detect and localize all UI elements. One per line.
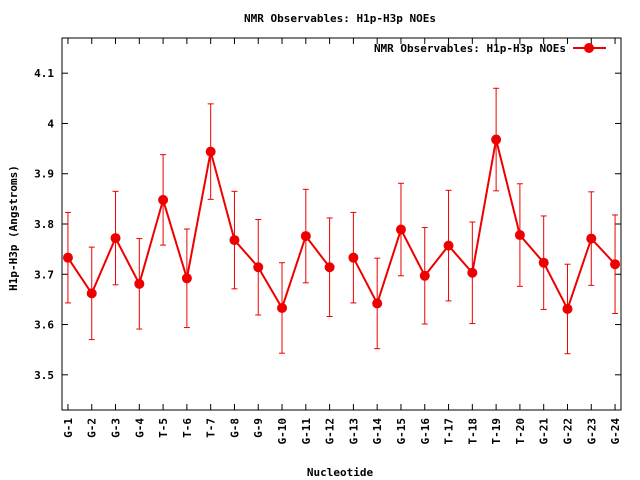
x-axis-label: Nucleotide — [307, 466, 374, 479]
legend-marker — [584, 43, 594, 53]
data-point — [586, 233, 597, 244]
x-tick-label: G-9 — [252, 418, 265, 438]
x-tick-label: G-15 — [395, 418, 408, 445]
x-tick-label: G-10 — [276, 418, 289, 445]
x-tick-label: T-17 — [443, 418, 456, 445]
x-tick-label: G-4 — [133, 418, 146, 438]
y-tick-label: 4.1 — [34, 67, 54, 80]
y-tick-label: 3.6 — [34, 319, 54, 332]
x-tick-label: G-24 — [609, 418, 622, 445]
series-line — [67, 151, 331, 311]
y-tick-label: 3.5 — [34, 369, 54, 382]
x-tick-label: T-5 — [157, 418, 170, 438]
x-tick-label: G-21 — [538, 418, 551, 445]
x-tick-label: G-22 — [561, 418, 574, 445]
x-tick-label: G-23 — [585, 418, 598, 445]
plot-frame — [61, 37, 622, 411]
y-axis-label: H1p-H3p (Angstroms) — [7, 165, 20, 291]
chart-title: NMR Observables: H1p-H3p NOEs — [244, 12, 436, 25]
data-point — [205, 146, 216, 157]
data-point — [538, 257, 549, 268]
data-point — [86, 288, 97, 299]
x-tick-label: G-3 — [110, 418, 123, 438]
y-tick-label: 3.9 — [34, 168, 54, 181]
data-point — [348, 252, 359, 263]
x-tick-label: G-16 — [419, 418, 432, 445]
x-tick-label: T-19 — [490, 418, 503, 445]
x-tick-label: T-20 — [514, 418, 527, 445]
data-point — [62, 252, 73, 263]
data-point — [514, 230, 525, 241]
x-tick-label: G-12 — [324, 418, 337, 445]
data-point — [110, 233, 121, 244]
series-line — [352, 139, 616, 312]
data-point — [395, 224, 406, 235]
data-point — [300, 231, 311, 242]
plot-border — [61, 37, 622, 411]
data-point — [253, 262, 264, 273]
data-point — [467, 267, 478, 278]
legend: NMR Observables: H1p-H3p NOEs — [374, 42, 606, 55]
data-point — [324, 262, 335, 273]
data-point — [229, 235, 240, 246]
x-tick-label: T-18 — [466, 418, 479, 445]
y-axis: 3.5 3.6 3.7 3.8 3.9 4 4.1 — [34, 67, 621, 382]
data-point — [562, 303, 573, 314]
y-tick-label: 3.7 — [34, 268, 54, 281]
x-tick-label: G-8 — [228, 418, 241, 438]
error-bars — [64, 87, 619, 355]
data-point — [277, 302, 288, 313]
x-axis: G-1 G-2 G-3 G-4 T-5 T-6 T-7 G-8 G-9 G-10 G-11 G-12 G… — [62, 38, 622, 445]
data-point — [443, 240, 454, 251]
data-point — [158, 194, 169, 205]
series-lines — [67, 139, 616, 312]
legend-label: NMR Observables: H1p-H3p NOEs — [374, 42, 566, 55]
y-tick-label: 3.8 — [34, 218, 54, 231]
x-tick-label: G-14 — [371, 418, 384, 445]
x-tick-label: T-7 — [205, 418, 218, 438]
x-tick-label: G-11 — [300, 418, 313, 445]
x-tick-label: G-1 — [62, 418, 75, 438]
data-point — [372, 298, 383, 309]
x-tick-label: T-6 — [181, 418, 194, 438]
data-points — [62, 134, 621, 314]
data-point — [134, 278, 145, 289]
data-point — [610, 259, 621, 270]
x-tick-label: G-2 — [86, 418, 99, 438]
data-point — [419, 270, 430, 281]
data-point — [181, 273, 192, 284]
y-tick-label: 4 — [47, 117, 54, 130]
data-point — [491, 134, 502, 145]
x-tick-label: G-13 — [347, 418, 360, 445]
